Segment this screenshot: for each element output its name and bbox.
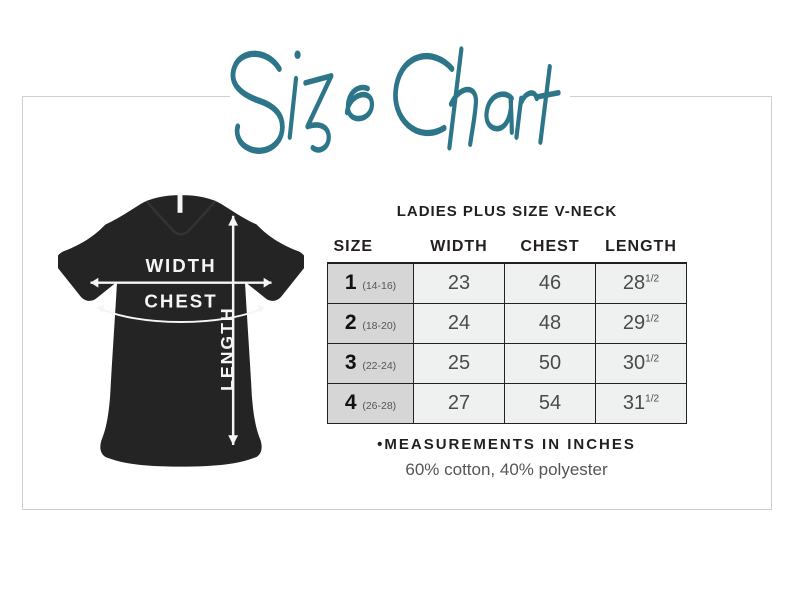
svg-text:WIDTH: WIDTH xyxy=(145,255,216,276)
svg-text:CHEST: CHEST xyxy=(144,290,217,311)
svg-text:LENGTH: LENGTH xyxy=(217,306,237,391)
